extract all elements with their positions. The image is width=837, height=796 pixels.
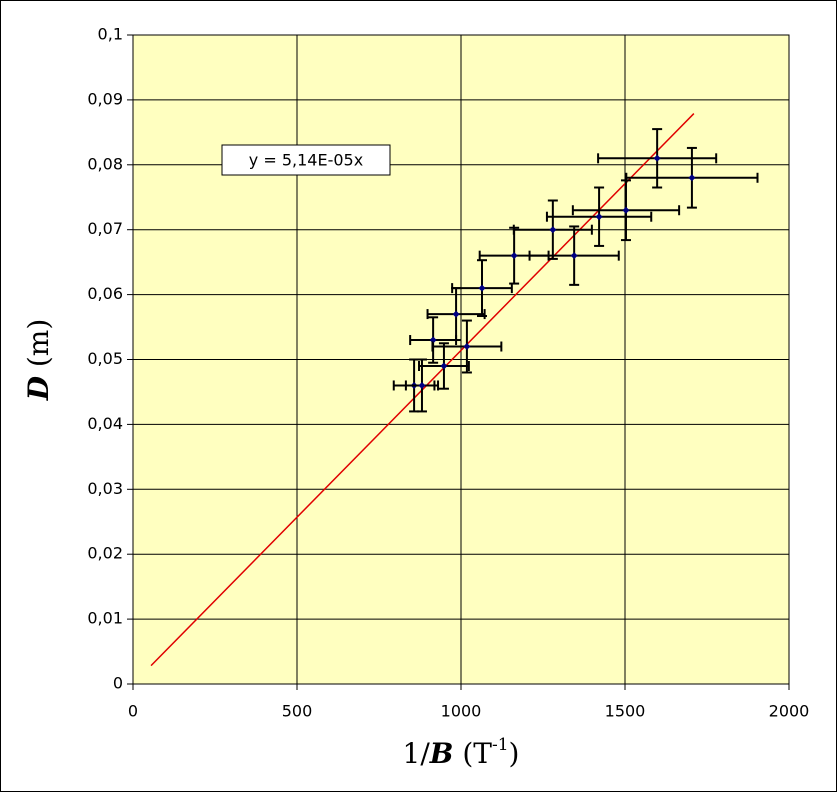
data-point — [418, 381, 426, 389]
plot-border — [132, 34, 790, 685]
y-tick-label: 0,09 — [87, 89, 123, 108]
x-axis-label-part: 1/ — [403, 737, 431, 770]
y-tick-label: 0,02 — [87, 544, 123, 563]
y-tick-label: 0,07 — [87, 219, 123, 238]
x-tick-label: 1000 — [441, 702, 482, 721]
y-tick-label: 0,01 — [87, 609, 123, 628]
x-axis-label-part: -1 — [492, 735, 509, 755]
data-point — [510, 252, 518, 260]
data-point — [622, 206, 630, 214]
data-point — [429, 336, 437, 344]
y-axis-label: D (m) — [22, 319, 55, 402]
data-point — [653, 154, 661, 162]
y-tick-label: 0,03 — [87, 479, 123, 498]
x-tick-label: 2000 — [769, 702, 810, 721]
x-tick-label: 0 — [128, 702, 138, 721]
y-axis-label-part: (m) — [22, 319, 55, 376]
data-point — [478, 284, 486, 292]
x-axis-label-part: (T — [453, 737, 492, 770]
data-point — [463, 343, 471, 351]
y-tick-label: 0,05 — [87, 349, 123, 368]
data-point — [688, 174, 696, 182]
x-axis-label-part: B — [429, 737, 454, 770]
y-axis-label-part: D — [22, 375, 55, 401]
y-tick-label: 0,04 — [87, 414, 123, 433]
x-tick-label: 500 — [282, 702, 313, 721]
data-point — [595, 213, 603, 221]
data-point — [440, 362, 448, 370]
data-point — [452, 310, 460, 318]
x-tick-label: 1500 — [605, 702, 646, 721]
trendline-label: y = 5,14E-05x — [249, 151, 363, 170]
data-point — [549, 226, 557, 234]
y-tick-label: 0,06 — [87, 284, 123, 303]
y-tick-label: 0,1 — [98, 25, 123, 44]
y-tick-label: 0,08 — [87, 154, 123, 173]
x-axis-label: 1/B (T-1) — [403, 735, 520, 770]
trendline-label-box — [221, 144, 391, 176]
x-axis-label-part: ) — [509, 737, 520, 770]
data-point — [570, 252, 578, 260]
y-tick-label: 0 — [113, 674, 123, 693]
